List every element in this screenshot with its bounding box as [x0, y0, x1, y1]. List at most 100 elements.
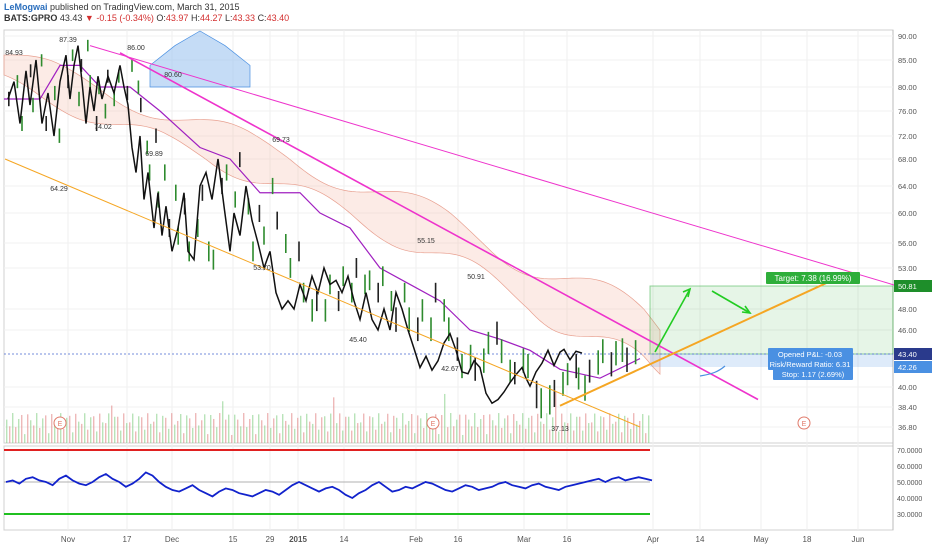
- entry-arrow: [699, 365, 726, 377]
- volume-bar: [288, 424, 290, 443]
- volume-bar: [279, 433, 281, 443]
- time-tick-label: 16: [454, 535, 463, 544]
- volume-bar: [168, 428, 170, 443]
- time-tick-label: Dec: [165, 535, 179, 544]
- volume-bar: [90, 417, 92, 443]
- osc-tick-label: 40.0000: [897, 496, 922, 503]
- time-tick-label: 18: [803, 535, 812, 544]
- open-label: O:: [156, 13, 166, 23]
- candle: [448, 317, 450, 342]
- candle: [164, 164, 166, 181]
- volume-bar: [396, 417, 398, 443]
- high-value: 44.27: [199, 13, 223, 23]
- volume-bar: [606, 429, 608, 443]
- volume-bar: [237, 419, 239, 443]
- volume-bar: [78, 421, 80, 443]
- volume-bar: [639, 420, 641, 443]
- target-price-tag-box: [894, 280, 932, 292]
- volume-bar: [582, 430, 584, 443]
- price-annotation: 86.00: [127, 45, 145, 52]
- volume-bar: [600, 416, 602, 443]
- volume-bar: [312, 423, 314, 443]
- volume-bar: [513, 414, 515, 443]
- volume-bar: [36, 413, 38, 443]
- volume-bar: [402, 413, 404, 443]
- volume-bar: [276, 415, 278, 443]
- time-tick-label: 14: [696, 535, 705, 544]
- candle: [208, 241, 210, 262]
- volume-bar: [573, 430, 575, 443]
- volume-bar: [612, 423, 614, 443]
- volume-bar: [510, 433, 512, 443]
- volume-bar: [525, 428, 527, 443]
- candle: [514, 361, 516, 385]
- osc-tick-label: 30.0000: [897, 512, 922, 519]
- volume-bar: [519, 424, 521, 443]
- candle: [234, 191, 236, 208]
- volume-bar: [531, 415, 533, 443]
- time-tick-label: May: [753, 535, 768, 544]
- volume-bar: [324, 416, 326, 443]
- candle: [40, 54, 43, 67]
- target-zone: [649, 285, 894, 355]
- time-tick-label: Nov: [61, 535, 75, 544]
- time-tick-label: Feb: [409, 535, 423, 544]
- header-line-2: BATS:GPRO 43.43 ▼ -0.15 (-0.34%) O:43.97…: [4, 13, 289, 24]
- candle: [377, 282, 379, 303]
- candle: [118, 69, 120, 83]
- header-line-1: LeMogwai published on TradingView.com, M…: [4, 2, 289, 13]
- volume-bar: [636, 424, 638, 443]
- volume-bar: [333, 397, 335, 443]
- candle: [430, 317, 432, 342]
- price-annotation: 84.93: [5, 50, 23, 57]
- volume-bar: [486, 434, 488, 443]
- volume-bar: [381, 423, 383, 443]
- volume-bar: [627, 417, 629, 443]
- candle: [382, 266, 384, 287]
- volume-bar: [516, 420, 518, 443]
- volume-bar: [99, 413, 101, 443]
- volume-bar: [366, 431, 368, 443]
- time-tick-label: 2015: [289, 535, 307, 544]
- candle: [263, 226, 265, 245]
- volume-bar: [441, 415, 443, 443]
- price-annotation: 69.89: [145, 151, 163, 158]
- volume-bar: [300, 415, 302, 443]
- candle: [395, 307, 397, 332]
- candle: [212, 249, 215, 270]
- candle: [634, 340, 637, 365]
- volume-bar: [39, 427, 41, 443]
- volume-bar: [633, 413, 635, 443]
- volume-bar: [198, 425, 200, 443]
- price-tick-label: 53.00: [898, 264, 917, 273]
- candle: [8, 91, 10, 107]
- price-tick-label: 60.00: [898, 209, 917, 218]
- volume-bar: [615, 421, 617, 443]
- earnings-icon: [426, 416, 440, 430]
- volume-bar: [444, 393, 446, 443]
- volume-bar: [180, 414, 182, 443]
- volume-bar: [84, 413, 86, 443]
- candle: [621, 338, 624, 362]
- volume-bar: [153, 421, 155, 443]
- author-link[interactable]: LeMogwai: [4, 2, 48, 12]
- price-tick-label: 68.00: [898, 155, 917, 164]
- volume-bar: [102, 422, 104, 443]
- volume-bar: [24, 434, 26, 443]
- candle: [522, 348, 525, 373]
- volume-bar: [273, 418, 275, 443]
- volume-bar: [489, 414, 491, 443]
- volume-bar: [249, 418, 251, 443]
- candle: [157, 191, 160, 208]
- last-price: 43.43: [59, 13, 83, 23]
- volume-bar: [399, 428, 401, 443]
- candle: [54, 85, 56, 101]
- volume-bar: [147, 413, 149, 443]
- volume-bar: [546, 413, 548, 443]
- volume-bar: [45, 415, 47, 443]
- candle: [337, 290, 340, 312]
- candle: [247, 198, 250, 215]
- low-label: L:: [225, 13, 233, 23]
- volume-bar: [144, 429, 146, 443]
